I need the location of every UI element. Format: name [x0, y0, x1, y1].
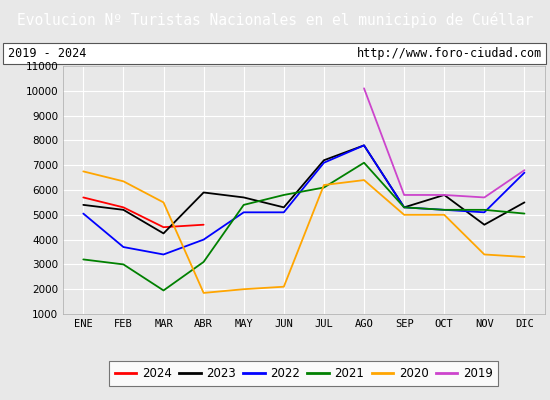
Text: Evolucion Nº Turistas Nacionales en el municipio de Cuéllar: Evolucion Nº Turistas Nacionales en el m…	[17, 12, 533, 28]
Text: http://www.foro-ciudad.com: http://www.foro-ciudad.com	[356, 47, 542, 60]
Text: 2019 - 2024: 2019 - 2024	[8, 47, 87, 60]
Legend: 2024, 2023, 2022, 2021, 2020, 2019: 2024, 2023, 2022, 2021, 2020, 2019	[109, 361, 498, 386]
FancyBboxPatch shape	[3, 43, 546, 64]
